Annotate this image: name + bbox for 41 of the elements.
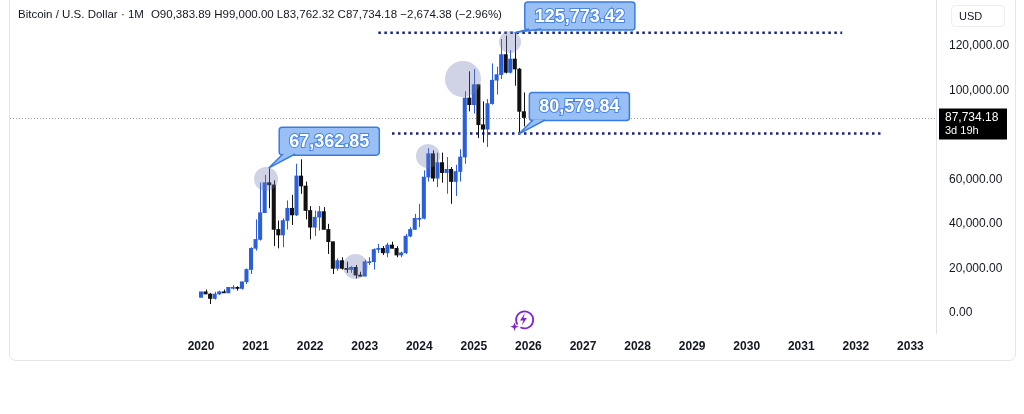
candlestick <box>289 194 294 226</box>
candlestick <box>403 233 408 255</box>
candlestick <box>435 152 440 188</box>
ref-line-label: 87,734.18 <box>945 109 999 124</box>
x-tick-label: 2029 <box>678 338 706 353</box>
candlestick <box>439 152 445 184</box>
candlestick <box>503 35 508 75</box>
x-tick-label: 2021 <box>242 338 270 353</box>
x-tick-label: 2028 <box>624 338 652 353</box>
candlestick <box>449 166 454 205</box>
x-tick-label: 2020 <box>187 338 215 353</box>
annotation: 80,579.84 <box>539 96 620 117</box>
candlestick <box>267 167 272 209</box>
x-tick-label: 2031 <box>787 338 815 353</box>
x-tick-label: 2022 <box>296 338 324 353</box>
x-tick-label: 2023 <box>351 338 379 353</box>
x-tick-label: 2024 <box>405 338 433 353</box>
y-tick-label: 100,000.00 <box>949 82 1010 97</box>
candlestick <box>312 209 317 237</box>
x-tick-label: 2026 <box>515 338 543 353</box>
y-tick-label: 20,000.00 <box>949 260 1003 275</box>
x-tick-label: 2032 <box>842 338 870 353</box>
y-tick-label: 60,000.00 <box>949 171 1003 186</box>
annotation: 67,362.85 <box>289 131 370 152</box>
candlestick <box>299 158 304 195</box>
x-tick-label: 2027 <box>569 338 597 353</box>
text: Bitcoin / U.S. Dollar · 1M <box>18 8 144 20</box>
y-tick-label: 40,000.00 <box>949 216 1003 231</box>
x-tick-label: 2025 <box>460 338 488 353</box>
y-axis-title: USD <box>951 5 1006 27</box>
text: O90,383.89 H99,000.00 L83,762.32 C87,734.18 −2,674.38 (−2.96%) <box>150 8 502 20</box>
text: 3d 19h <box>945 123 979 136</box>
x-tick-label: 2033 <box>897 338 925 353</box>
candlestick <box>444 156 449 195</box>
candlestick <box>508 49 513 75</box>
y-tick-label: 120,000.00 <box>949 37 1010 52</box>
candlestick <box>467 70 472 112</box>
y-tick-label: 0.00 <box>949 305 973 320</box>
candlestick <box>317 205 322 232</box>
x-tick-label: 2030 <box>733 338 761 353</box>
annotation: 125,773.42 <box>534 5 625 26</box>
